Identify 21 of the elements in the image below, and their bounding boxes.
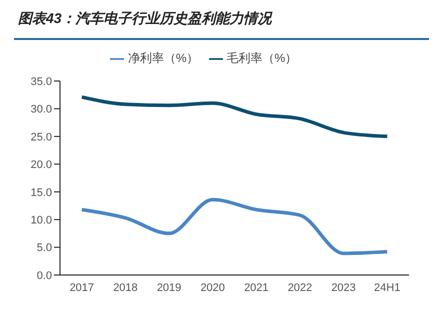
x-tick-label: 2019 xyxy=(156,282,182,294)
x-tick-label: 2020 xyxy=(200,282,225,294)
y-tick-label: 5.0 xyxy=(36,242,52,254)
y-tick-label: 20.0 xyxy=(30,159,52,172)
chart-title: 图表43：汽车电子行业历史盈利能力情况 xyxy=(17,9,274,28)
y-tick-label: 15.0 xyxy=(30,186,52,199)
y-tick-label: 10.0 xyxy=(30,214,52,226)
x-tick-label: 2018 xyxy=(113,282,138,294)
line-series xyxy=(80,95,389,138)
line-series xyxy=(80,198,389,256)
y-tick-label: 0.0 xyxy=(36,270,52,282)
x-tick-label: 2023 xyxy=(331,282,356,294)
x-tick-label: 24H1 xyxy=(374,282,400,294)
x-tick-label: 2017 xyxy=(70,282,94,294)
x-tick-label: 2022 xyxy=(288,282,312,294)
legend-label: 毛利率（%） xyxy=(226,51,298,65)
x-tick-label: 2021 xyxy=(244,282,269,294)
y-tick-label: 25.0 xyxy=(30,131,52,144)
y-tick-label: 30.0 xyxy=(30,104,52,116)
y-tick-label: 35.0 xyxy=(30,76,52,88)
legend-label: 净利率（%） xyxy=(128,51,198,65)
